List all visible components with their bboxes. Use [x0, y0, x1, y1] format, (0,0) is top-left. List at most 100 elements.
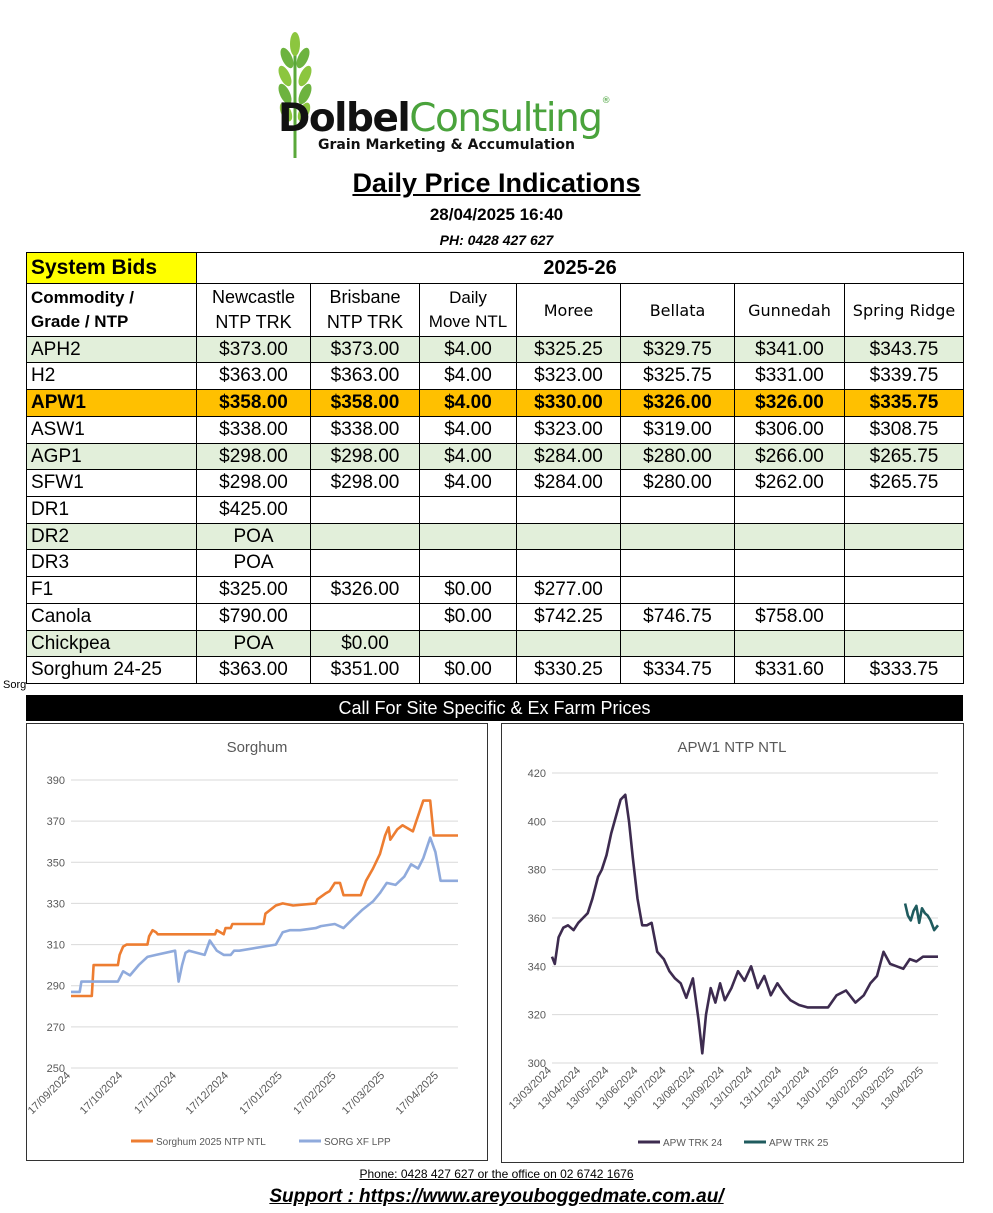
- y-tick-label: 380: [528, 865, 546, 877]
- price-cell: $277.00: [516, 576, 621, 604]
- brand-tagline: Grain Marketing & Accumulation: [318, 137, 575, 153]
- price-cell: $0.00: [310, 630, 420, 657]
- price-cell: $0.00: [419, 603, 517, 631]
- price-cell: [516, 630, 621, 657]
- price-cell: $358.00: [196, 389, 311, 417]
- price-cell: $308.75: [843, 416, 965, 444]
- grade-cell: DR2: [26, 523, 197, 550]
- y-tick-label: 270: [47, 1022, 65, 1034]
- price-cell: $326.00: [620, 389, 735, 417]
- price-cell: [734, 523, 845, 550]
- x-tick-label: 17/10/2024: [78, 1070, 125, 1117]
- price-cell: [419, 523, 517, 550]
- grade-cell: Sorghum 24-25: [26, 656, 197, 684]
- price-cell: [843, 523, 965, 550]
- price-cell: $266.00: [734, 443, 845, 470]
- price-cell: [310, 523, 420, 550]
- price-cell: [419, 496, 517, 524]
- table-row: F1 $325.00 $326.00 $0.00 $277.00: [26, 576, 965, 604]
- grade-cell: APW1: [26, 389, 197, 417]
- grade-cell: ASW1: [26, 416, 197, 444]
- y-tick-label: 300: [528, 1058, 546, 1070]
- price-cell: $280.00: [620, 469, 735, 497]
- table-row: AGP1 $298.00 $298.00 $4.00 $284.00 $280.00 $26…: [26, 443, 965, 470]
- price-cell: $330.25: [516, 656, 621, 684]
- price-cell: $280.00: [620, 443, 735, 470]
- price-cell: [620, 523, 735, 550]
- price-cell: $326.00: [310, 576, 420, 604]
- column-header-moree: Moree: [516, 283, 621, 337]
- grade-cell: DR1: [26, 496, 197, 524]
- y-tick-label: 390: [47, 775, 65, 787]
- price-cell: $339.75: [843, 362, 965, 390]
- grade-cell: APH2: [26, 336, 197, 363]
- brand-name: DolbelConsulting®: [278, 96, 610, 141]
- y-tick-label: 290: [47, 981, 65, 993]
- price-cell: $262.00: [734, 469, 845, 497]
- y-tick-label: 420: [528, 768, 546, 780]
- price-cell: $4.00: [419, 336, 517, 363]
- price-cell: $425.00: [196, 496, 311, 524]
- series-line: [71, 799, 458, 998]
- season-label: 2025-26: [195, 252, 965, 284]
- column-header-bellata: Bellata: [620, 283, 735, 337]
- chart-title: Sorghum: [227, 739, 288, 756]
- x-tick-label: 17/01/2025: [237, 1070, 284, 1117]
- table-row: ASW1 $338.00 $338.00 $4.00 $323.00 $319.00 $30…: [26, 416, 965, 444]
- sorghum-chart: Sorghum 250 270 290 310 330 350 370 390 17/09/202…: [26, 723, 488, 1161]
- commodity-column-header: Commodity / Grade / NTP: [26, 283, 197, 337]
- table-row: SFW1 $298.00 $298.00 $4.00 $284.00 $280.00 $26…: [26, 469, 965, 497]
- price-cell: $298.00: [196, 469, 311, 497]
- price-cell: $298.00: [310, 443, 420, 470]
- apw1-chart: APW1 NTP NTL 300 320 340 360 380 400 420 13/03/2…: [501, 723, 964, 1163]
- y-tick-label: 360: [528, 913, 546, 925]
- price-cell: $298.00: [310, 469, 420, 497]
- price-cell: $742.25: [516, 603, 621, 631]
- price-cell: $351.00: [310, 656, 420, 684]
- table-row: Canola $790.00 $0.00 $742.25 $746.75 $758.00: [26, 603, 965, 631]
- price-cell: $325.00: [196, 576, 311, 604]
- price-cell: [620, 630, 735, 657]
- price-cell: $306.00: [734, 416, 845, 444]
- x-tick-label: 17/04/2025: [394, 1070, 441, 1117]
- table-row: DR1 $425.00: [26, 496, 965, 524]
- price-cell: [843, 576, 965, 604]
- y-tick-label: 330: [47, 898, 65, 910]
- price-cell: $325.25: [516, 336, 621, 363]
- price-cell: $329.75: [620, 336, 735, 363]
- sorghum-side-label: Sorg: [3, 679, 27, 691]
- support-link[interactable]: Support : https://www.areyouboggedmate.c…: [269, 1186, 724, 1207]
- price-cell: $0.00: [419, 576, 517, 604]
- price-cell: [843, 496, 965, 524]
- grade-cell: Canola: [26, 603, 197, 631]
- price-cell: [734, 630, 845, 657]
- grade-cell: AGP1: [26, 443, 197, 470]
- price-cell: $4.00: [419, 362, 517, 390]
- apw1-chart-svg: APW1 NTP NTL30032034036038040042013/03/2…: [507, 739, 940, 1149]
- price-cell: [843, 630, 965, 657]
- price-cell: $330.00: [516, 389, 621, 417]
- price-cell: $4.00: [419, 416, 517, 444]
- chart-title: APW1 NTP NTL: [678, 739, 787, 756]
- column-header-newcastle: Newcastle NTP TRK: [196, 283, 311, 337]
- table-row: APW1 $358.00 $358.00 $4.00 $330.00 $326.00 $32…: [26, 389, 965, 417]
- header-phone: PH: 0428 427 627: [439, 232, 554, 248]
- price-cell: $326.00: [734, 389, 845, 417]
- price-cell: [843, 549, 965, 577]
- price-cell: $0.00: [419, 656, 517, 684]
- table-row: H2 $363.00 $363.00 $4.00 $323.00 $325.75 $331.…: [26, 362, 965, 390]
- price-cell: $334.75: [620, 656, 735, 684]
- price-cell: $338.00: [196, 416, 311, 444]
- grade-cell: F1: [26, 576, 197, 604]
- price-cell: $284.00: [516, 443, 621, 470]
- price-cell: [310, 496, 420, 524]
- x-tick-label: 17/03/2025: [340, 1070, 387, 1117]
- price-cell: $331.00: [734, 362, 845, 390]
- company-logo: DolbelConsulting® Grain Marketing & Accu…: [270, 30, 630, 160]
- y-tick-label: 340: [528, 961, 546, 973]
- series-line: [550, 793, 938, 1055]
- price-cell: POA: [196, 523, 311, 550]
- price-cell: [734, 496, 845, 524]
- price-table: System Bids 2025-26 Commodity / Grade / N…: [26, 252, 965, 684]
- price-cell: $335.75: [843, 389, 965, 417]
